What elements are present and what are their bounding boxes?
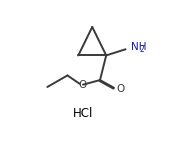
Text: O: O	[116, 83, 125, 93]
Text: O: O	[78, 81, 86, 90]
Text: HCl: HCl	[73, 107, 93, 120]
Text: NH: NH	[131, 42, 147, 52]
Text: 2: 2	[140, 45, 144, 54]
